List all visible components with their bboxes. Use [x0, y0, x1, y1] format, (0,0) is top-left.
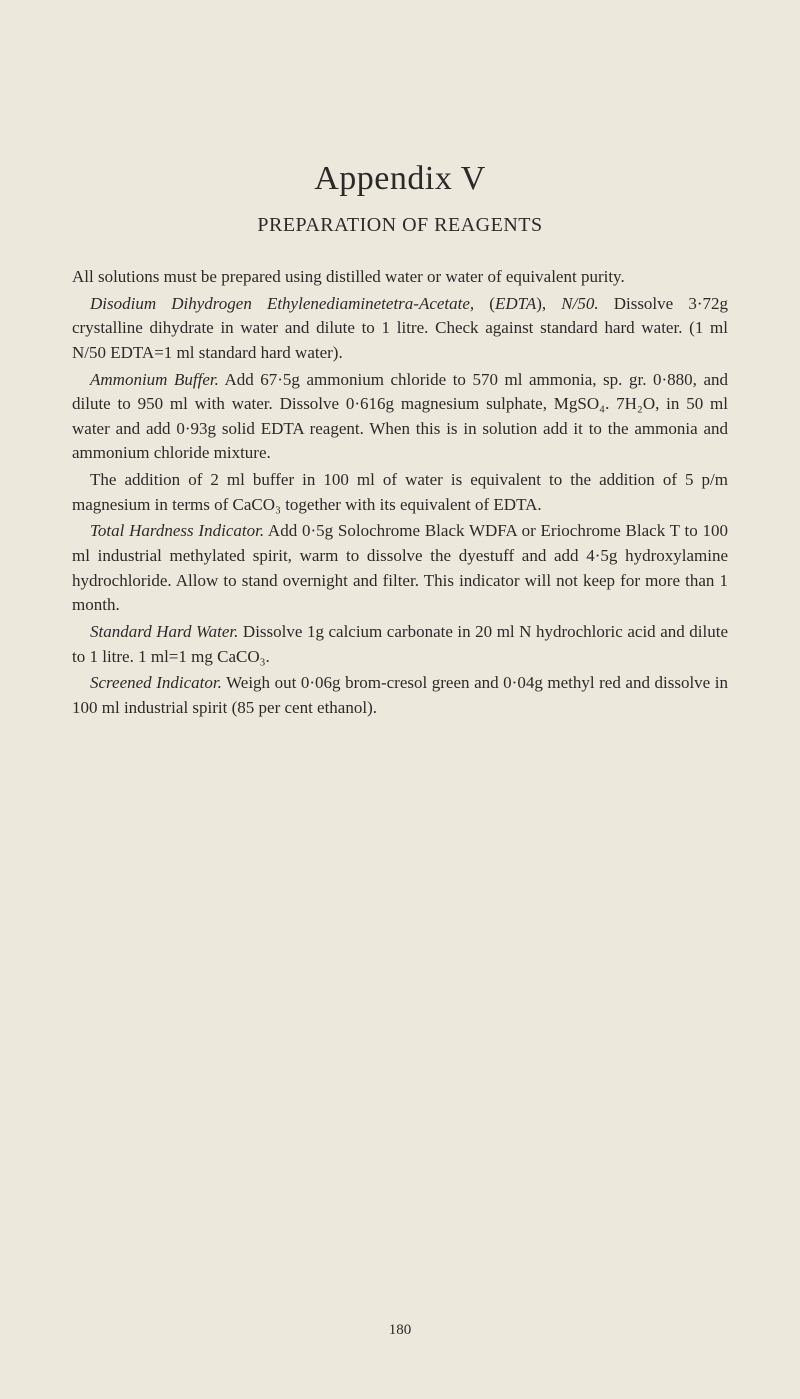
paragraph-buffer-addition: The addition of 2 ml buffer in 100 ml of… [72, 468, 728, 517]
page-number: 180 [0, 1322, 800, 1339]
appendix-subtitle: PREPARATION OF REAGENTS [72, 214, 728, 237]
text: ( [474, 294, 495, 313]
appendix-title: Appendix V [72, 160, 728, 198]
term-total-hardness: Total Hardness Indicator. [90, 521, 264, 540]
term-standard-hard-water: Standard Hard Water. [90, 622, 238, 641]
paragraph-standard-hard-water: Standard Hard Water. Dissolve 1g calcium… [72, 620, 728, 669]
document-page: Appendix V PREPARATION OF REAGENTS All s… [0, 0, 800, 763]
paragraph-intro: All solutions must be prepared using dis… [72, 265, 728, 290]
term-disodium: Disodium Dihydrogen Ethylenediaminetetra… [90, 294, 474, 313]
text: ), [536, 294, 561, 313]
body-text: All solutions must be prepared using dis… [72, 265, 728, 721]
paragraph-ammonium-buffer: Ammonium Buffer. Add 67·5g ammonium chlo… [72, 368, 728, 467]
paragraph-edta: Disodium Dihydrogen Ethylenediaminetetra… [72, 292, 728, 366]
term-screened-indicator: Screened Indicator. [90, 673, 222, 692]
term-ammonium-buffer: Ammonium Buffer. [90, 370, 219, 389]
term-n50: N/50. [561, 294, 598, 313]
term-edta: EDTA [495, 294, 536, 313]
paragraph-total-hardness: Total Hardness Indicator. Add 0·5g Soloc… [72, 519, 728, 618]
paragraph-screened-indicator: Screened Indicator. Weigh out 0·06g brom… [72, 671, 728, 720]
